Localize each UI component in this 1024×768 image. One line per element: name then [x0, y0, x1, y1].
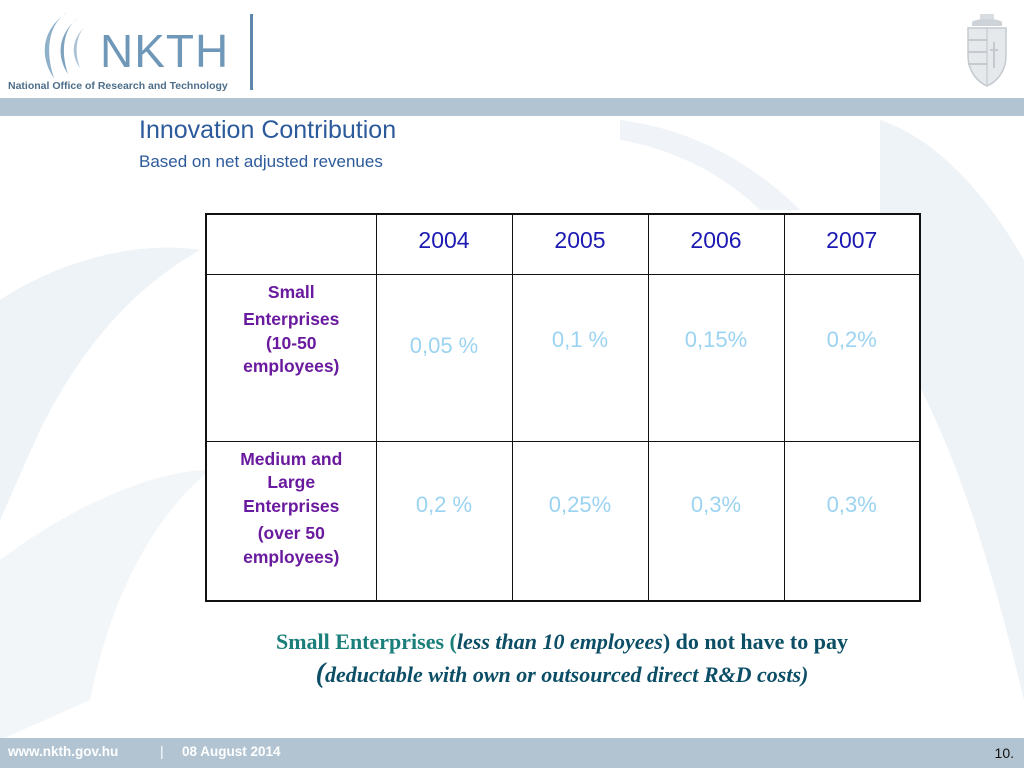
header-year-2007: 2007 [783, 213, 921, 275]
footnote-text: Small Enterprises (less than 10 employee… [0, 628, 1024, 693]
value-cell: 0,3% [647, 440, 785, 601]
row-label-line: Medium and [240, 448, 343, 469]
header-band [0, 98, 1024, 116]
header-year-2006: 2006 [647, 213, 785, 275]
footnote-line-2: (deductable with own or outsourced direc… [0, 656, 1024, 693]
row-label-line: Small [267, 281, 315, 302]
header-year-2004: 2004 [375, 213, 513, 275]
innovation-contribution-table: 2004 2005 2006 2007 Small Enterprises (1… [205, 213, 921, 602]
row-label-line: (10-50 [265, 332, 317, 353]
slide-subtitle: Based on net adjusted revenues [139, 152, 383, 171]
header-year-2005: 2005 [511, 213, 649, 275]
header-divider [250, 14, 253, 90]
footer-url: www.nkth.gov.hu [8, 744, 119, 759]
table-header-row: 2004 2005 2006 2007 [205, 213, 921, 275]
value-cell: 0,15% [647, 273, 785, 442]
value-cell: 0,1 % [511, 273, 649, 442]
table-row-small-enterprises: Small Enterprises (10-50 employees) 0,05… [205, 273, 921, 442]
row-label-line: employees) [243, 356, 340, 377]
table-row-medium-large-enterprises: Medium and Large Enterprises (over 50 em… [205, 440, 921, 601]
row-label-line: Enterprises [243, 495, 340, 516]
value-cell: 0,05 % [375, 273, 513, 442]
value-cell: 0,2 % [375, 440, 513, 601]
coat-of-arms-icon [967, 14, 1007, 87]
row-label-line: employees) [243, 547, 340, 567]
row-label-line: Enterprises [243, 309, 340, 330]
footer-date: 08 August 2014 [182, 744, 281, 759]
footnote-paren: ( [315, 658, 325, 689]
nkth-swirl-logo-icon [44, 12, 86, 78]
logo-wordmark: NKTH [100, 25, 230, 77]
footer-separator: | [160, 743, 164, 759]
value-cell: 0,2% [783, 273, 921, 442]
row-label-small-enterprises: Small Enterprises (10-50 employees) [205, 273, 377, 442]
page-number: 10. [994, 745, 1014, 761]
footnote-part: ) do not have to pay [662, 629, 848, 654]
row-label-line: (over 50 [257, 523, 325, 544]
value-cell: 0,3% [783, 440, 921, 601]
row-label-line: Large [267, 472, 316, 493]
footnote-line-1: Small Enterprises (less than 10 employee… [0, 628, 1024, 656]
row-label-medium-large-enterprises: Medium and Large Enterprises (over 50 em… [205, 440, 377, 601]
footnote-italic: deductable with own or outsourced direct… [324, 662, 809, 687]
logo-subtitle: National Office of Research and Technolo… [8, 80, 228, 92]
nkth-logo: NKTH National Office of Research and Tec… [8, 6, 258, 98]
footer-bar: www.nkth.gov.hu | 08 August 2014 10. [0, 738, 1024, 768]
footnote-italic: less than 10 employees [456, 629, 663, 654]
footnote-part: Small Enterprises ( [275, 629, 457, 654]
value-cell: 0,25% [511, 440, 649, 601]
header-empty-cell [205, 213, 377, 275]
slide-title: Innovation Contribution [139, 116, 397, 144]
